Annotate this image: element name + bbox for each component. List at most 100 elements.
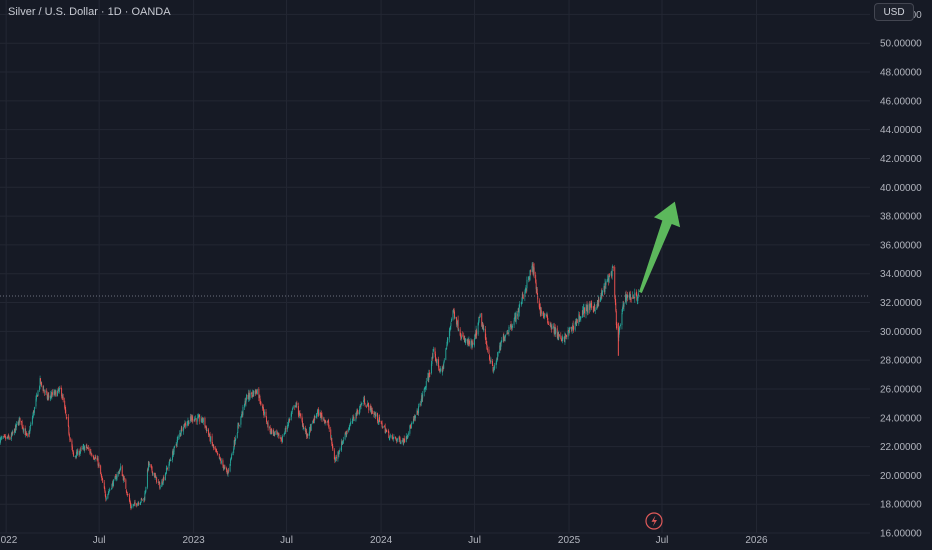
candle-body: [49, 396, 51, 398]
candle-body: [341, 441, 342, 451]
candle-body: [379, 416, 380, 422]
candle-body: [385, 430, 387, 434]
candle-body: [490, 360, 492, 363]
candle-body: [445, 349, 447, 360]
currency-button[interactable]: USD: [874, 3, 914, 21]
candle-body: [324, 421, 326, 424]
candle-body: [540, 310, 542, 315]
price-tick-label: 50.00000: [880, 39, 922, 50]
lightning-bolt-icon[interactable]: [645, 512, 663, 530]
time-axis[interactable]: 2022 Jul 2023 Jul 2024 Jul 2025 Jul 2026: [0, 535, 768, 546]
candle-body: [116, 477, 118, 480]
candle-body: [454, 316, 456, 318]
candle-body: [526, 279, 528, 289]
candle-body: [166, 468, 168, 470]
price-tick-label: 32.00000: [880, 298, 922, 309]
candle-body: [364, 398, 366, 405]
candle-body: [345, 433, 347, 435]
symbol-title[interactable]: Silver / U.S. Dollar · 1D · OANDA: [8, 6, 171, 18]
candle-body: [111, 484, 113, 489]
candle-body: [7, 435, 9, 439]
candle-body: [436, 359, 437, 363]
candle-body: [125, 489, 127, 492]
candle-body: [388, 438, 390, 439]
candle-body: [5, 436, 7, 440]
candle-body: [563, 337, 565, 342]
candle-body: [238, 425, 240, 426]
candle-body: [367, 403, 369, 406]
price-tick-label: 48.00000: [880, 68, 922, 79]
candle-body: [609, 274, 611, 276]
candle-body: [538, 300, 540, 308]
candle-body: [544, 314, 546, 316]
candle-body: [618, 328, 620, 333]
candle-body: [195, 418, 197, 419]
candle-body: [154, 475, 156, 478]
candle-body: [198, 416, 200, 417]
candle-body: [123, 478, 125, 481]
candle-body: [361, 403, 363, 405]
candle-body: [393, 437, 395, 438]
candle-body: [93, 455, 94, 459]
candle-body: [231, 453, 233, 455]
candle-body: [518, 304, 520, 313]
candle-body: [26, 433, 28, 435]
candle-body: [576, 318, 578, 324]
candle-body: [547, 320, 549, 323]
candle-body: [337, 452, 339, 454]
candle-body: [560, 338, 562, 341]
candle-body: [485, 341, 487, 344]
candle-body: [270, 432, 272, 433]
candle-body: [98, 464, 100, 466]
candle-body: [583, 306, 585, 308]
candle-body: [169, 460, 171, 462]
candle-body: [486, 344, 488, 349]
candle-body: [161, 481, 163, 488]
candle-body: [68, 434, 70, 437]
candle-body: [90, 454, 92, 455]
candle-body: [119, 470, 121, 473]
candle-body: [140, 501, 142, 503]
candle-body: [535, 274, 537, 283]
price-tick-label: 16.00000: [880, 529, 922, 540]
candle-body: [575, 320, 577, 325]
candle-body: [192, 416, 194, 421]
candle-body: [251, 395, 253, 396]
candle-body: [458, 329, 460, 331]
candle-body: [532, 264, 534, 267]
candle-body: [66, 417, 68, 418]
candle-body: [492, 361, 493, 366]
candle-body: [404, 440, 406, 442]
candle-body: [174, 445, 176, 447]
price-tick-label: 38.00000: [880, 212, 922, 223]
candle-body: [350, 421, 352, 424]
candle-body: [82, 447, 84, 449]
candle-body: [417, 411, 418, 412]
candle-body: [341, 441, 343, 445]
candle-body: [109, 489, 111, 491]
candle-body: [395, 439, 397, 440]
candle-body: [377, 413, 378, 421]
candle-body: [586, 305, 587, 307]
candle-body: [447, 338, 449, 341]
candle-body: [28, 433, 30, 435]
candle-body: [90, 451, 92, 454]
candle-body: [321, 415, 323, 419]
candle-body: [374, 414, 376, 417]
candle-body: [492, 366, 494, 372]
candle-body: [165, 467, 167, 474]
candle-body: [573, 326, 575, 330]
candle-body: [497, 352, 499, 360]
candle-body: [151, 466, 152, 468]
candle-body: [47, 396, 49, 399]
candle-body: [402, 440, 404, 444]
price-axis[interactable]: 16.00000 18.00000 20.00000 22.00000 24.00000…: [880, 10, 922, 540]
candle-body: [255, 389, 257, 393]
candle-body: [222, 464, 224, 469]
candle-body: [424, 389, 426, 390]
candle-body: [622, 304, 624, 309]
candle-body: [11, 434, 13, 435]
candle-body: [4, 436, 6, 438]
candle-body: [514, 317, 516, 320]
